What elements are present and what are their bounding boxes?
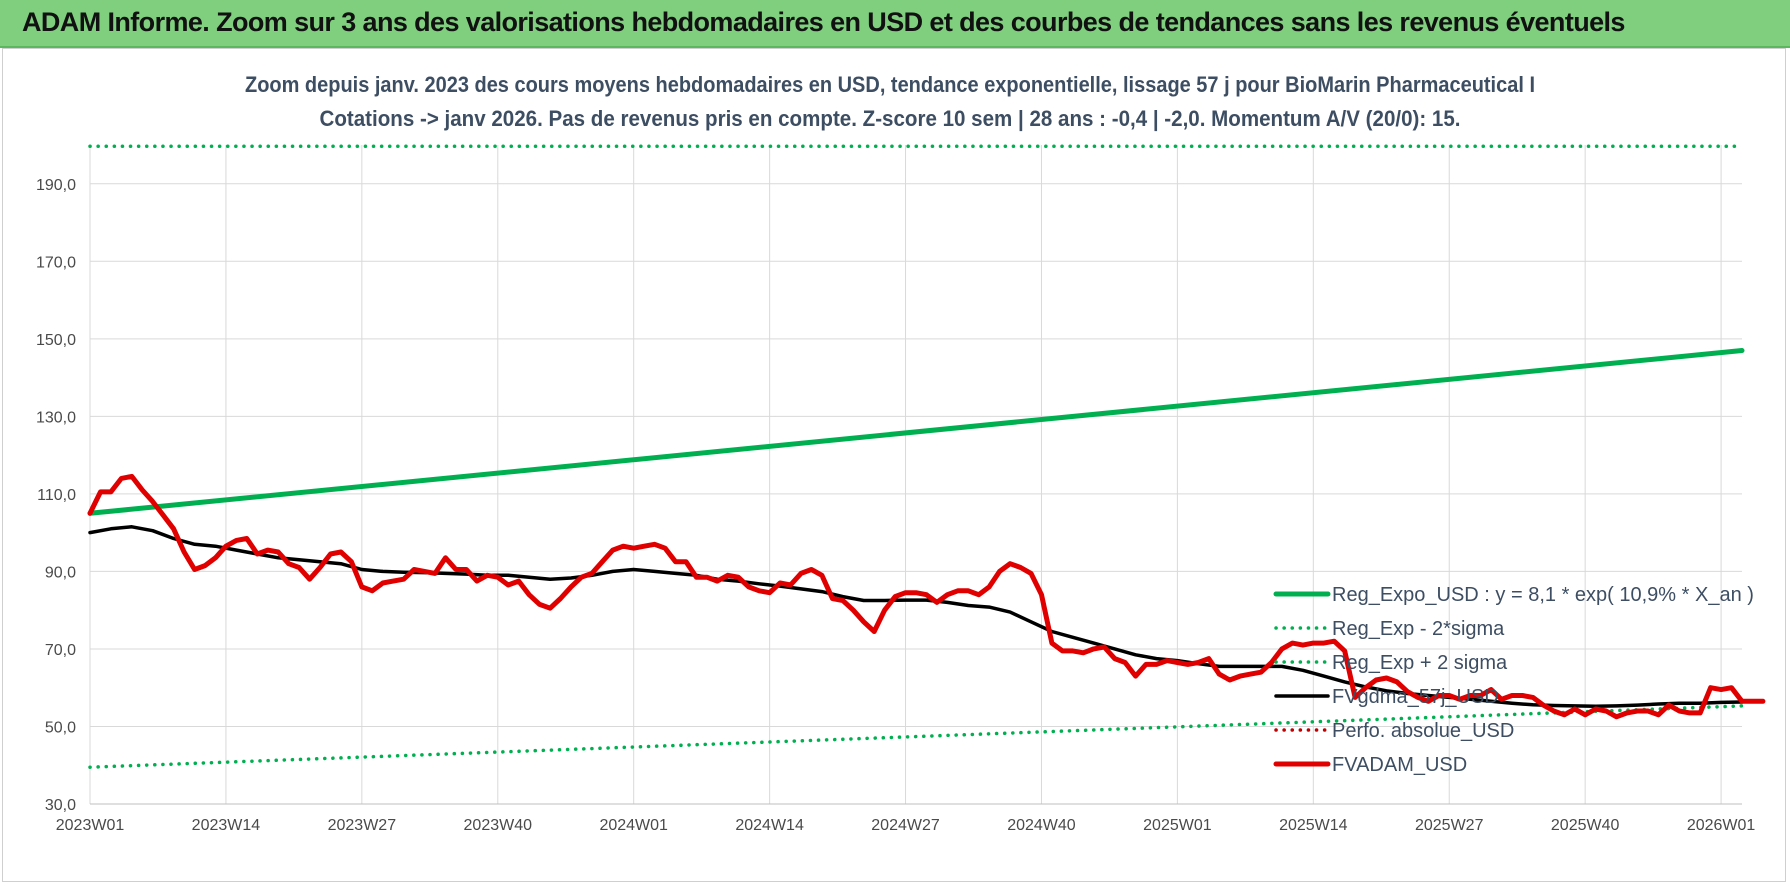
line-chart: 30,0 50,0 70,0 90,0 110,0 130,0 150,0 170,0 190,… <box>36 68 1766 834</box>
y-tick-label: 190,0 <box>36 177 76 194</box>
series-line-reg-expo-usd <box>87 348 1745 516</box>
header-banner: ADAM Informe. Zoom sur 3 ans des valoris… <box>0 0 1790 48</box>
series-group <box>87 144 1766 769</box>
x-tick-label: 2024W27 <box>871 817 940 834</box>
y-tick-label: 130,0 <box>36 409 76 426</box>
x-tick-label: 2026W01 <box>1687 817 1756 834</box>
y-tick-label: 170,0 <box>36 254 76 271</box>
legend-label: Reg_Expo_USD : y = 8,1 * exp( 10,9% * X_… <box>1332 584 1754 606</box>
report-title: ADAM Informe. Zoom sur 3 ans des valoris… <box>22 7 1625 37</box>
x-tick-label: 2023W27 <box>328 817 397 834</box>
y-tick-label: 150,0 <box>36 332 76 349</box>
x-tick-label: 2024W40 <box>1007 817 1076 834</box>
y-tick-label: 70,0 <box>45 642 76 659</box>
legend-label: Perfo. absolue_USD <box>1332 720 1514 742</box>
x-tick-label: 2024W14 <box>735 817 804 834</box>
y-tick-label: 30,0 <box>45 797 76 814</box>
series-line-fvadam-usd <box>87 473 1766 720</box>
series-line-reg-exp <box>88 704 1744 769</box>
x-tick-label: 2023W14 <box>192 817 261 834</box>
chart-subtitle-line: Zoom depuis janv. 2023 des cours moyens … <box>245 72 1535 97</box>
x-tick-label: 2023W40 <box>464 817 533 834</box>
x-tick-label: 2025W40 <box>1551 817 1620 834</box>
x-tick-label: 2025W01 <box>1143 817 1212 834</box>
legend-label: Reg_Exp - 2*sigma <box>1332 618 1505 640</box>
legend: Reg_Expo_USD : y = 8,1 * exp( 10,9% * X_… <box>1273 584 1754 776</box>
axes: 30,0 50,0 70,0 90,0 110,0 130,0 150,0 170,0 190,… <box>36 177 1755 834</box>
subtitle-background <box>238 68 1543 134</box>
x-tick-label: 2025W27 <box>1415 817 1484 834</box>
y-tick-label: 110,0 <box>37 487 76 504</box>
legend-label: FVgdma_57j_USD <box>1332 686 1499 708</box>
x-tick-label: 2024W01 <box>599 817 668 834</box>
y-tick-label: 50,0 <box>45 719 76 736</box>
chart-subtitle-line: Cotations -> janv 2026. Pas de revenus p… <box>320 106 1461 131</box>
legend-label: FVADAM_USD <box>1332 754 1467 776</box>
chart-subtitle: Zoom depuis janv. 2023 des cours moyens … <box>238 68 1543 134</box>
legend-label: Reg_Exp + 2 sigma <box>1332 652 1508 674</box>
y-tick-label: 90,0 <box>45 564 76 581</box>
x-tick-label: 2025W14 <box>1279 817 1348 834</box>
x-tick-label: 2023W01 <box>56 817 125 834</box>
